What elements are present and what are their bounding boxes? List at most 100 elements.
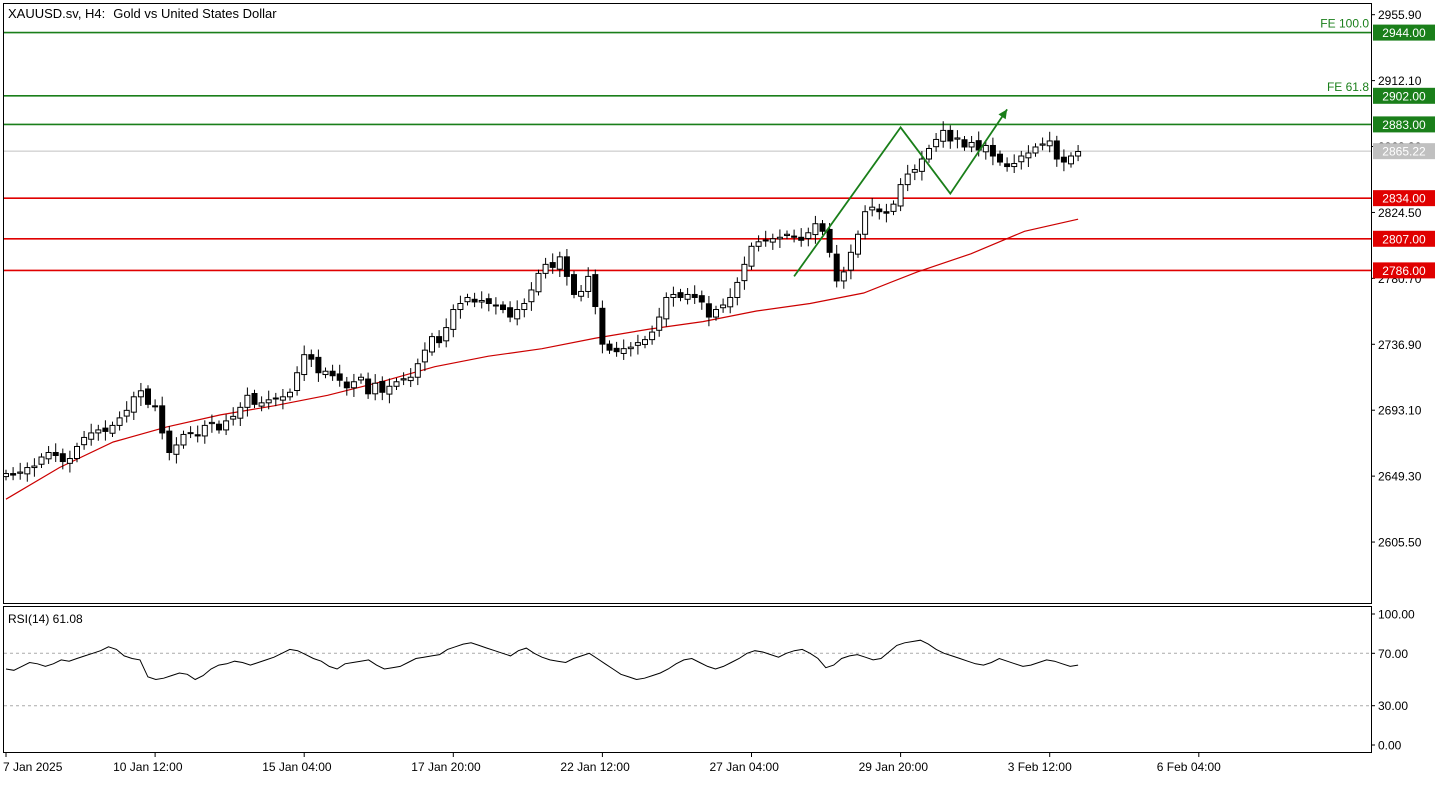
bearish-candle xyxy=(763,240,768,241)
bullish-candle xyxy=(735,282,740,297)
bullish-candle xyxy=(536,273,541,291)
bullish-candle xyxy=(1047,141,1052,146)
bearish-candle xyxy=(600,308,605,344)
bullish-candle xyxy=(32,466,37,468)
bearish-candle xyxy=(792,236,797,237)
time-tick-label: 10 Jan 12:00 xyxy=(113,760,183,774)
bearish-candle xyxy=(1054,141,1059,159)
bearish-candle xyxy=(678,293,683,298)
bullish-candle xyxy=(153,406,158,407)
bearish-candle xyxy=(607,344,612,350)
price-tick-label: 2955.90 xyxy=(1378,8,1422,22)
bullish-candle xyxy=(231,416,236,419)
bullish-candle xyxy=(394,382,399,387)
bullish-candle xyxy=(465,297,470,301)
fibonacci-label: FE 100.0 xyxy=(1320,17,1369,31)
bullish-candle xyxy=(75,446,80,458)
bullish-candle xyxy=(209,422,214,423)
bullish-candle xyxy=(181,434,186,445)
bullish-candle xyxy=(401,379,406,380)
bullish-candle xyxy=(1040,144,1045,145)
bullish-candle xyxy=(67,459,72,464)
bullish-candle xyxy=(927,148,932,159)
time-tick-label: 22 Jan 12:00 xyxy=(560,760,630,774)
bullish-candle xyxy=(870,207,875,210)
bearish-candle xyxy=(146,389,151,404)
bearish-candle xyxy=(501,305,506,310)
bullish-candle xyxy=(742,264,747,280)
price-tick-label: 2649.30 xyxy=(1378,470,1422,484)
bullish-candle xyxy=(721,305,726,308)
bearish-candle xyxy=(990,145,995,156)
bearish-candle xyxy=(337,374,342,380)
rsi-tick-label: 70.00 xyxy=(1378,647,1408,661)
price-level-label: 2807.00 xyxy=(1382,232,1426,246)
price-level-label: 2786.00 xyxy=(1382,264,1426,278)
bullish-candle xyxy=(82,437,87,444)
bullish-candle xyxy=(280,397,285,400)
bullish-candle xyxy=(1019,156,1024,162)
bullish-candle xyxy=(415,364,420,378)
bullish-candle xyxy=(543,264,548,273)
bullish-candle xyxy=(664,297,669,318)
bullish-candle xyxy=(806,233,811,239)
bearish-candle xyxy=(948,130,953,141)
price-tick-label: 2912.10 xyxy=(1378,74,1422,88)
bullish-candle xyxy=(266,400,271,403)
time-tick-label: 27 Jan 04:00 xyxy=(710,760,780,774)
bullish-candle xyxy=(891,204,896,211)
bearish-candle xyxy=(167,431,172,452)
bullish-candle xyxy=(302,355,307,375)
rsi-tick-label: 100.00 xyxy=(1378,608,1415,622)
bullish-candle xyxy=(124,410,129,416)
bearish-candle xyxy=(614,348,619,351)
bearish-candle xyxy=(380,381,385,392)
bearish-candle xyxy=(593,275,598,307)
price-level-label: 2834.00 xyxy=(1382,192,1426,206)
bullish-candle xyxy=(245,395,250,407)
bullish-candle xyxy=(1076,151,1081,156)
bullish-candle xyxy=(89,433,94,439)
bearish-candle xyxy=(344,382,349,388)
bearish-candle xyxy=(103,428,108,431)
chart-header: XAUUSD.sv, H4: Gold vs United States Doll… xyxy=(8,6,277,21)
bearish-candle xyxy=(1005,164,1010,167)
bullish-candle xyxy=(1012,164,1017,167)
symbol-label: XAUUSD.sv, H4: xyxy=(8,6,105,21)
bearish-candle xyxy=(799,237,804,240)
bullish-candle xyxy=(408,377,413,380)
rsi-pane-frame xyxy=(4,607,1372,753)
bearish-candle xyxy=(195,435,200,436)
bearish-candle xyxy=(309,355,314,360)
bullish-candle xyxy=(912,170,917,173)
moving-average-line xyxy=(6,219,1078,499)
bearish-candle xyxy=(316,357,321,372)
bullish-candle xyxy=(628,347,633,349)
bullish-candle xyxy=(288,392,293,397)
bullish-candle xyxy=(522,304,527,310)
bullish-candle xyxy=(919,159,924,171)
bullish-candle xyxy=(430,337,435,352)
bearish-candle xyxy=(1061,157,1066,162)
bullish-candle xyxy=(650,332,655,340)
bullish-candle xyxy=(444,328,449,341)
time-tick-label: 3 Feb 12:00 xyxy=(1008,760,1072,774)
bearish-candle xyxy=(962,140,967,147)
bullish-candle xyxy=(848,252,853,270)
bullish-candle xyxy=(1033,147,1038,153)
bullish-candle xyxy=(635,343,640,346)
bearish-candle xyxy=(820,224,825,232)
bearish-candle xyxy=(273,398,278,399)
bearish-candle xyxy=(877,209,882,212)
bullish-candle xyxy=(493,305,498,306)
bullish-candle xyxy=(295,373,300,391)
price-tick-label: 2605.50 xyxy=(1378,536,1422,550)
rsi-line xyxy=(6,640,1078,679)
price-tick-label: 2736.90 xyxy=(1378,338,1422,352)
bullish-candle xyxy=(39,457,44,464)
bullish-candle xyxy=(969,142,974,147)
bullish-candle xyxy=(117,418,122,426)
bullish-candle xyxy=(387,386,392,394)
